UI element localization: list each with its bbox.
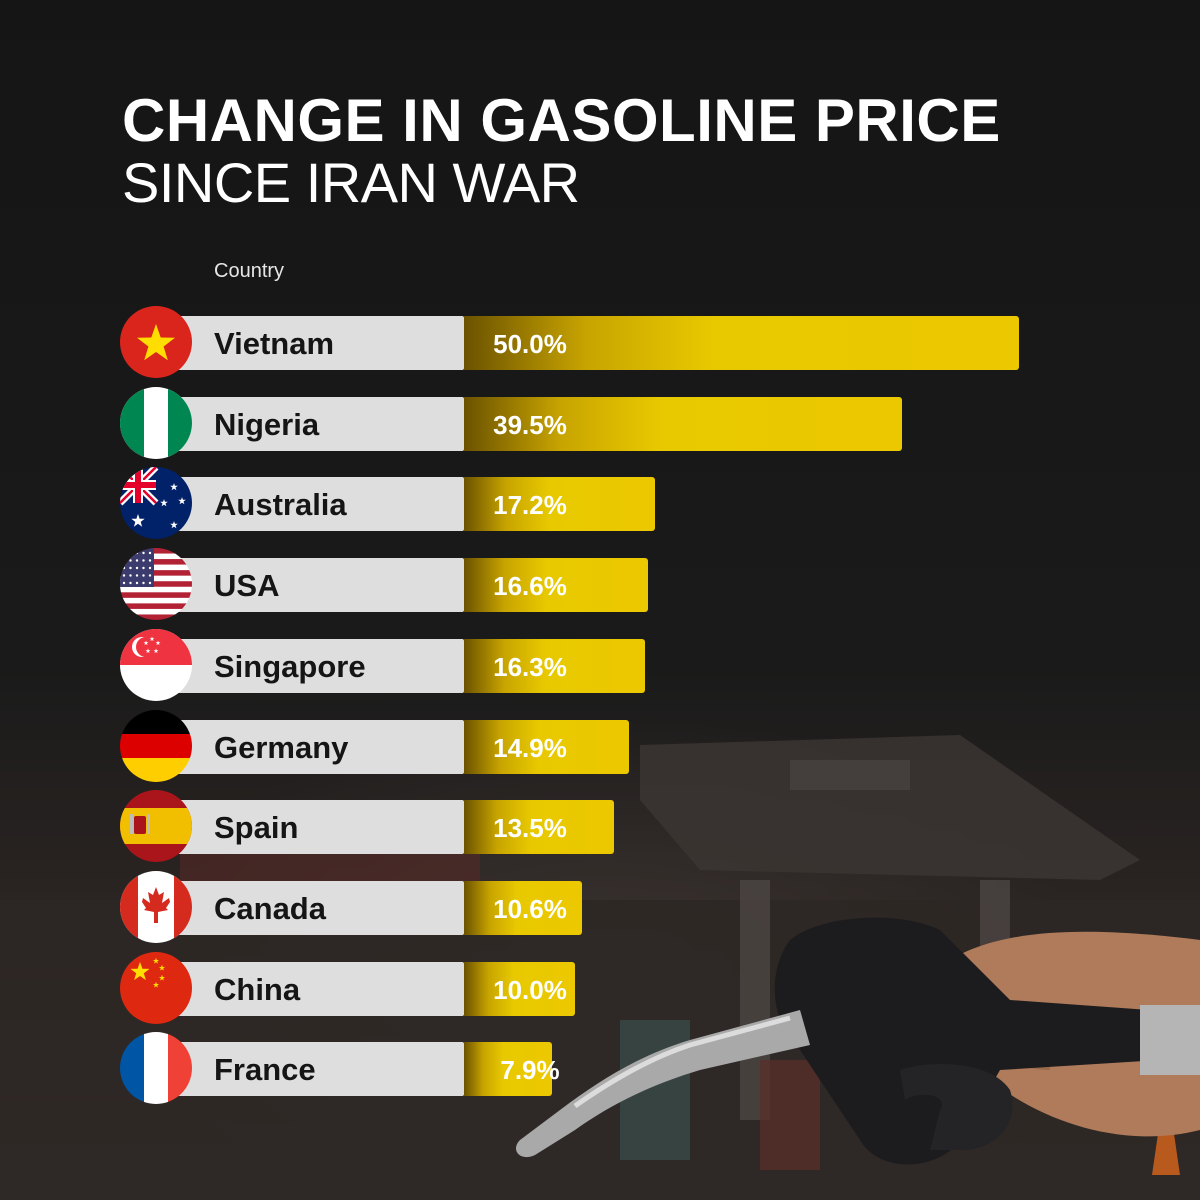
canopy-sign [790,760,910,790]
country-label-background [150,638,464,693]
station-canopy [640,735,1140,880]
bar [464,880,582,935]
fuel-nozzle-handle [900,1064,1013,1150]
chart-title: CHANGE IN GASOLINE PRICE [122,87,1001,154]
value-label: 14.9% [493,732,567,763]
country-label-background [150,719,464,774]
value-label: 39.5% [493,409,567,440]
bar-row: France 7.9% [0,1032,1200,1105]
country-label: Singapore [214,648,366,684]
country-label-background [150,880,464,935]
australia-flag-icon [120,467,192,540]
country-label: Canada [214,890,326,926]
canada-flag-icon [120,870,192,943]
value-label: 10.0% [493,974,567,1005]
bar-row: USA 16.6% [0,548,1200,621]
bar [464,719,630,774]
france-flag-icon [120,1032,192,1105]
fuel-nozzle-body [774,917,1160,1165]
country-label-background [150,558,464,613]
country-label-background [150,961,464,1016]
bar-row: Singapore 16.3% [0,628,1200,701]
value-label: 10.6% [493,893,567,924]
germany-flag-icon [120,709,192,782]
bar-row: Australia 17.2% [0,467,1200,540]
column-header: Country [214,260,285,282]
bar-row: Canada 10.6% [0,870,1200,943]
fuel-nozzle-spout [515,1010,810,1158]
bar [464,316,1019,370]
country-label: Spain [214,810,299,846]
country-label-background [150,800,464,855]
bar-row: Nigeria 39.5% [0,386,1200,459]
value-label: 50.0% [493,329,567,359]
country-label: Germany [214,729,349,765]
fuel-nozzle-spout-highlight [573,1015,791,1109]
vietnam-flag-icon [120,306,192,378]
country-label: China [214,971,301,1007]
value-label: 17.2% [493,490,567,521]
value-label: 7.9% [500,1055,560,1086]
spain-flag-icon [120,790,192,863]
country-label: Australia [214,487,347,523]
country-label: USA [214,568,280,604]
country-label: Nigeria [214,406,320,442]
bar [464,558,649,613]
nigeria-flag-icon [120,386,192,459]
value-label: 16.6% [493,571,567,602]
bar [464,1042,552,1097]
bar [464,638,645,693]
country-label: Vietnam [214,326,335,361]
value-label: 13.5% [493,813,567,844]
bar [464,396,903,451]
country-label-background [150,396,464,451]
country-label-background [150,477,464,532]
country-label-background [150,1042,464,1097]
country-label-background [150,316,464,370]
bar [464,961,575,1016]
bar [464,800,614,855]
bar-row: Vietnam 50.0% [0,306,1200,378]
bar [464,477,655,532]
fuel-hose-collar [1140,1005,1200,1075]
pump-unit [760,1060,820,1170]
singapore-flag-icon [120,628,192,701]
bar-row: China 10.0% [0,951,1200,1024]
usa-flag-icon [120,548,192,621]
bar-row: Spain 13.5% [0,790,1200,863]
china-flag-icon [120,951,192,1024]
chart-subtitle: SINCE IRAN WAR [122,151,580,214]
value-label: 16.3% [493,651,567,682]
bar-row: Germany 14.9% [0,709,1200,782]
country-label: France [214,1052,316,1088]
